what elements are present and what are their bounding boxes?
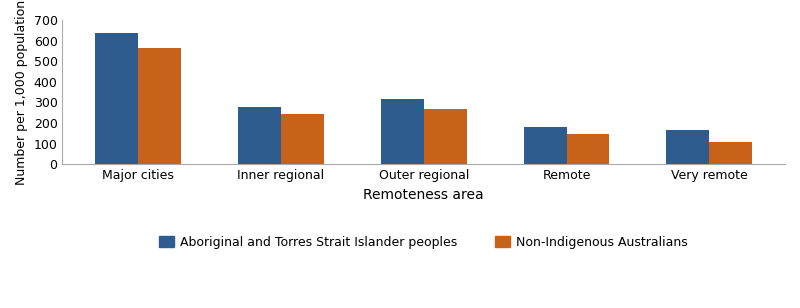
Bar [238, 107, 281, 164]
Legend: Aboriginal and Torres Strait Islander peoples, Non-Indigenous Australians: Aboriginal and Torres Strait Islander pe… [154, 231, 694, 254]
Bar [710, 142, 752, 164]
Bar [524, 127, 566, 164]
X-axis label: Remoteness area: Remoteness area [363, 188, 484, 201]
Bar [424, 108, 466, 164]
Bar [281, 114, 324, 164]
Bar [138, 48, 181, 164]
Bar [95, 33, 138, 164]
Bar [666, 130, 710, 164]
Y-axis label: Number per 1,000 population: Number per 1,000 population [15, 0, 28, 184]
Bar [381, 99, 424, 164]
Bar [566, 134, 610, 164]
